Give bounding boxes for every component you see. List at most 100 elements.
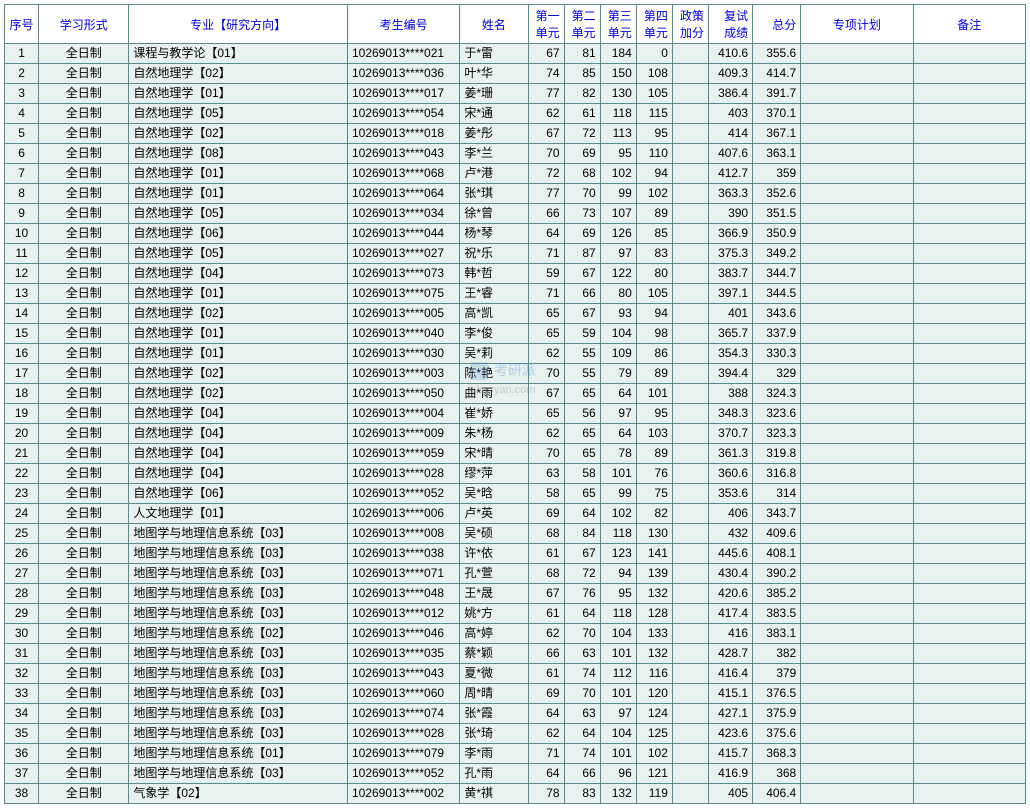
cell-examid: 10269013****009 [347,424,459,444]
cell-examid: 10269013****075 [347,284,459,304]
cell-unit4: 0 [636,44,672,64]
cell-total: 367.1 [753,124,801,144]
table-row: 17全日制自然地理学【02】10269013****003陈*艳70557989… [5,364,1026,384]
cell-remark [913,544,1025,564]
cell-total: 330.3 [753,344,801,364]
cell-total: 385.2 [753,584,801,604]
cell-bonus [672,724,708,744]
cell-remark [913,784,1025,804]
cell-retest: 348.3 [708,404,752,424]
cell-name: 卢*英 [460,504,528,524]
cell-unit2: 64 [564,604,600,624]
cell-plan [801,764,913,784]
cell-unit3: 99 [600,184,636,204]
cell-major: 自然地理学【04】 [129,464,348,484]
cell-remark [913,524,1025,544]
cell-unit4: 121 [636,764,672,784]
cell-remark [913,444,1025,464]
cell-examid: 10269013****052 [347,484,459,504]
cell-plan [801,404,913,424]
cell-unit4: 130 [636,524,672,544]
cell-name: 于*雷 [460,44,528,64]
cell-mode: 全日制 [39,544,129,564]
cell-plan [801,704,913,724]
cell-retest: 363.3 [708,184,752,204]
cell-mode: 全日制 [39,524,129,544]
cell-seq: 1 [5,44,39,64]
cell-unit2: 74 [564,744,600,764]
cell-remark [913,584,1025,604]
cell-major: 自然地理学【04】 [129,264,348,284]
cell-unit3: 112 [600,664,636,684]
cell-unit2: 69 [564,224,600,244]
cell-total: 352.6 [753,184,801,204]
cell-examid: 10269013****006 [347,504,459,524]
cell-plan [801,744,913,764]
cell-unit2: 64 [564,504,600,524]
header-row: 序号 学习形式 专业【研究方向】 考生编号 姓名 第一单元 第二单元 第三单元 … [5,5,1026,44]
cell-remark [913,744,1025,764]
cell-unit3: 96 [600,764,636,784]
cell-unit1: 65 [528,404,564,424]
cell-unit1: 62 [528,424,564,444]
cell-remark [913,184,1025,204]
cell-unit2: 65 [564,384,600,404]
cell-name: 徐*曾 [460,204,528,224]
cell-plan [801,184,913,204]
cell-major: 自然地理学【08】 [129,144,348,164]
cell-plan [801,164,913,184]
cell-total: 368.3 [753,744,801,764]
cell-unit3: 109 [600,344,636,364]
cell-bonus [672,44,708,64]
cell-unit2: 65 [564,484,600,504]
cell-seq: 35 [5,724,39,744]
cell-examid: 10269013****054 [347,104,459,124]
cell-retest: 390 [708,204,752,224]
cell-total: 376.5 [753,684,801,704]
cell-retest: 405 [708,784,752,804]
cell-mode: 全日制 [39,424,129,444]
cell-examid: 10269013****005 [347,304,459,324]
cell-major: 自然地理学【04】 [129,404,348,424]
cell-plan [801,224,913,244]
cell-unit1: 59 [528,264,564,284]
cell-unit4: 139 [636,564,672,584]
cell-mode: 全日制 [39,644,129,664]
cell-mode: 全日制 [39,744,129,764]
cell-major: 地图学与地理信息系统【03】 [129,644,348,664]
cell-bonus [672,184,708,204]
cell-unit1: 65 [528,304,564,324]
cell-unit1: 77 [528,184,564,204]
cell-plan [801,124,913,144]
cell-retest: 397.1 [708,284,752,304]
cell-unit4: 103 [636,424,672,444]
cell-unit4: 95 [636,404,672,424]
header-mode: 学习形式 [39,5,129,44]
cell-mode: 全日制 [39,584,129,604]
cell-unit4: 83 [636,244,672,264]
cell-unit4: 102 [636,184,672,204]
cell-seq: 6 [5,144,39,164]
cell-bonus [672,84,708,104]
cell-major: 自然地理学【01】 [129,164,348,184]
cell-seq: 27 [5,564,39,584]
cell-mode: 全日制 [39,664,129,684]
cell-unit1: 62 [528,104,564,124]
cell-major: 地图学与地理信息系统【03】 [129,684,348,704]
cell-unit3: 101 [600,744,636,764]
cell-bonus [672,424,708,444]
cell-unit2: 67 [564,264,600,284]
cell-unit4: 95 [636,124,672,144]
cell-major: 地图学与地理信息系统【03】 [129,604,348,624]
cell-retest: 428.7 [708,644,752,664]
cell-total: 343.6 [753,304,801,324]
cell-unit4: 116 [636,664,672,684]
cell-unit3: 122 [600,264,636,284]
cell-examid: 10269013****050 [347,384,459,404]
cell-examid: 10269013****060 [347,684,459,704]
cell-name: 卢*港 [460,164,528,184]
cell-unit3: 101 [600,644,636,664]
cell-mode: 全日制 [39,344,129,364]
cell-unit1: 69 [528,684,564,704]
cell-plan [801,784,913,804]
